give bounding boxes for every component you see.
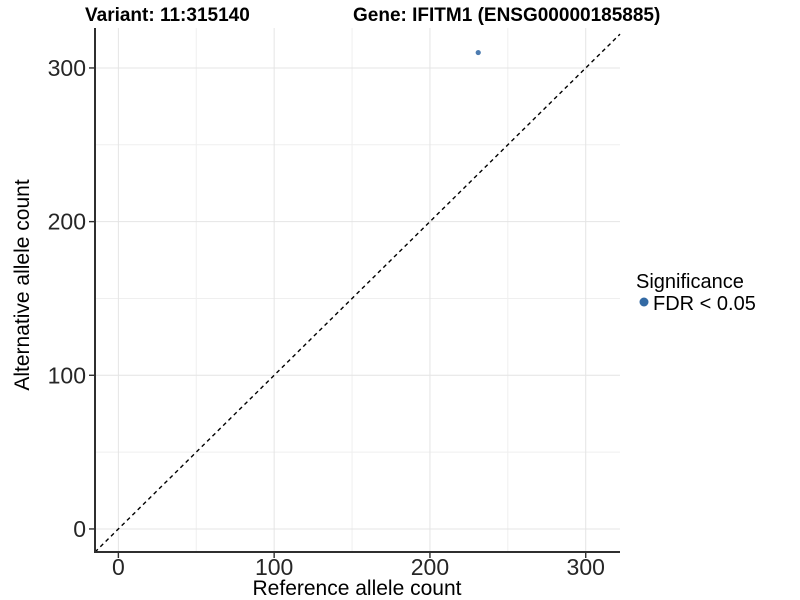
- axis-lines-layer: [94, 28, 620, 553]
- y-tick-label: 0: [73, 516, 86, 542]
- data-point: [475, 49, 481, 56]
- legend-title: Significance: [636, 271, 744, 293]
- axis-ticks-layer: [89, 67, 587, 558]
- y-tick-label: 300: [48, 55, 86, 81]
- x-axis-title: Reference allele count: [253, 577, 462, 600]
- identity-line-layer: [94, 33, 621, 553]
- y-tick-label: 200: [48, 209, 86, 235]
- y-axis-title: Alternative allele count: [11, 179, 34, 390]
- plot-title-gene: Gene: IFITM1 (ENSG00000185885): [353, 5, 660, 26]
- tick-labels-layer: 0 100 200 300 0 100 200 300: [48, 55, 605, 580]
- y-tick-label: 100: [48, 362, 86, 388]
- x-tick-label: 300: [567, 554, 605, 580]
- legend-point-icon: [639, 297, 649, 307]
- grid-minor-lines: [95, 28, 620, 552]
- identity-line: [94, 33, 621, 553]
- x-tick-label: 200: [411, 554, 449, 580]
- x-tick-label: 0: [112, 554, 125, 580]
- grid-major-lines: [95, 28, 620, 552]
- legend-item-label: FDR < 0.05: [653, 293, 756, 315]
- data-points-layer: [475, 49, 481, 56]
- legend: Significance FDR < 0.05: [636, 271, 756, 315]
- plot-title-variant: Variant: 11:315140: [85, 5, 250, 26]
- x-tick-label: 100: [255, 554, 293, 580]
